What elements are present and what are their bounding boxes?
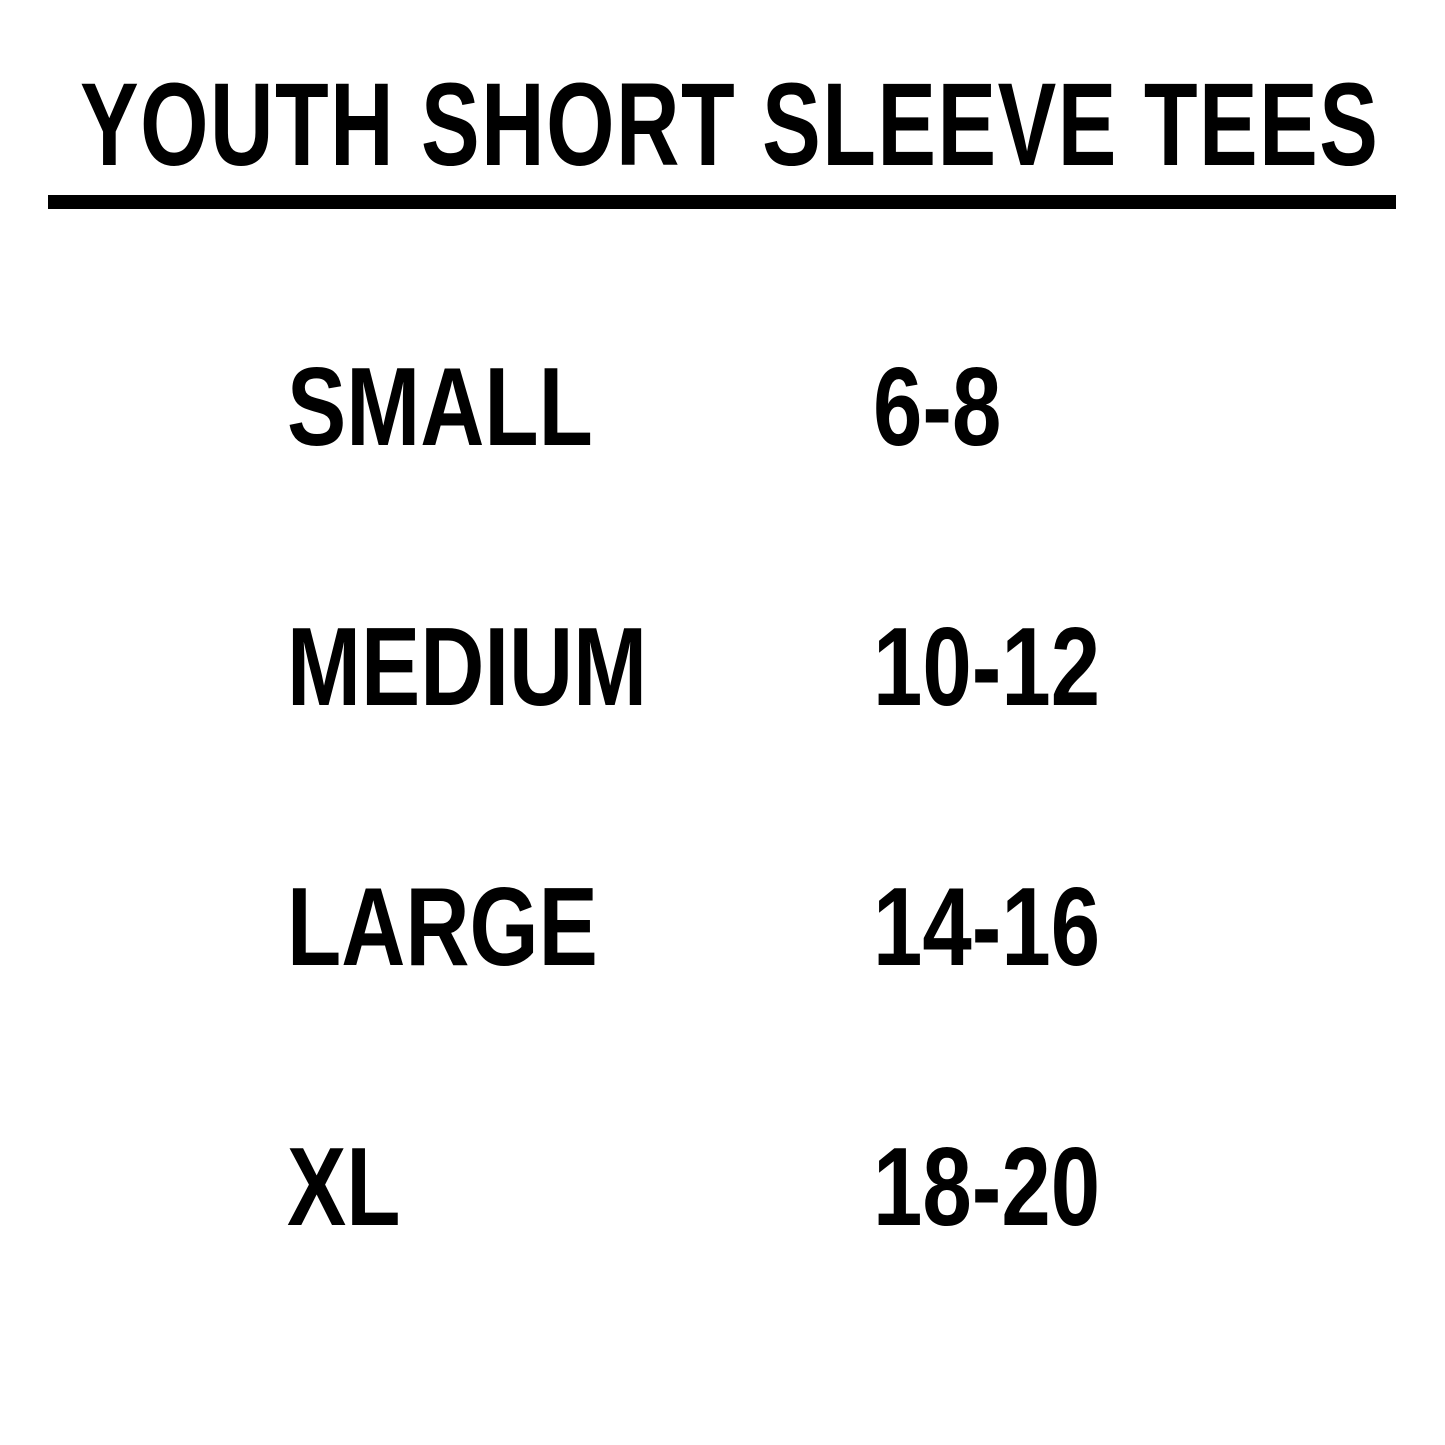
page-title: YOUTH SHORT SLEEVE TEES bbox=[80, 59, 1380, 191]
size-label: LARGE bbox=[287, 865, 598, 989]
size-label: XL bbox=[287, 1125, 401, 1249]
size-label: MEDIUM bbox=[287, 605, 648, 729]
age-range: 6-8 bbox=[873, 345, 1002, 469]
age-range: 14-16 bbox=[873, 865, 1101, 989]
size-label: SMALL bbox=[287, 345, 593, 469]
age-range: 10-12 bbox=[873, 605, 1101, 729]
title-divider bbox=[48, 195, 1396, 209]
age-range: 18-20 bbox=[873, 1125, 1101, 1249]
